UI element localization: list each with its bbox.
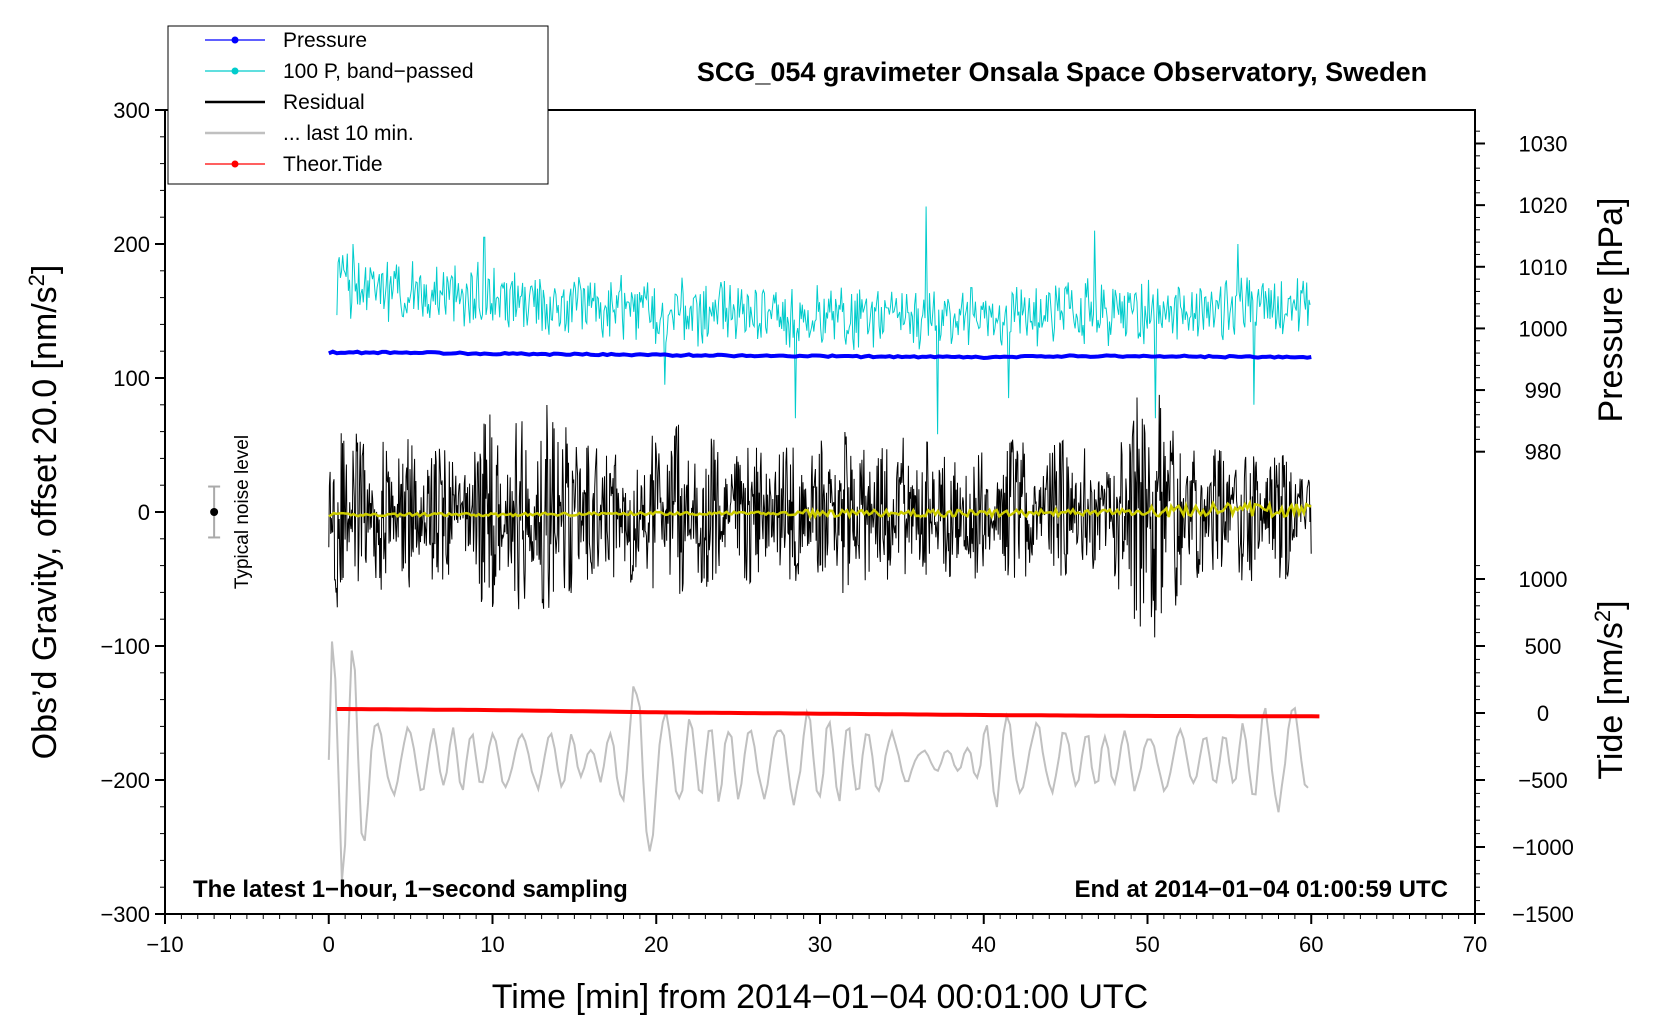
y-axis-tide: −1500 −1000 −500 0 500 1000 — [1475, 565, 1574, 927]
tide-tick-label: −1000 — [1512, 835, 1574, 860]
y-left-tick-label: 100 — [113, 366, 150, 391]
y-axis-left-title-sup: 2 — [24, 274, 49, 286]
x-tick-label: 70 — [1463, 932, 1487, 957]
legend-box — [167, 25, 549, 185]
pressure-tick-label: 1020 — [1519, 193, 1568, 218]
legend-label: 100 P, band−passed — [283, 60, 474, 83]
pressure-tick-label: 1010 — [1519, 255, 1568, 280]
y-axis-tide-title-end: ] — [1592, 600, 1630, 609]
x-tick-label: 30 — [808, 932, 832, 957]
x-tick-label: 50 — [1135, 932, 1159, 957]
legend-label: ... last 10 min. — [283, 122, 414, 145]
y-axis-left-title: Obs’d Gravity, offset 20.0 [nm/s2] — [24, 265, 65, 760]
legend-label: Theor.Tide — [283, 153, 383, 176]
noise-bar-dot — [210, 508, 219, 516]
note-end-time: End at 2014−01−04 01:00:59 UTC — [1074, 876, 1448, 903]
x-tick-label: 0 — [323, 932, 335, 957]
series-layer — [327, 206, 1320, 881]
y-axis-left-title-end: ] — [26, 265, 64, 274]
pressure-tick-label: 1000 — [1519, 316, 1568, 341]
pressure-line — [328, 349, 1312, 361]
pressure-tick-label: 990 — [1525, 378, 1562, 403]
pressure-tick-label: 1030 — [1519, 132, 1568, 157]
x-tick-label: 40 — [972, 932, 996, 957]
x-axis-title: Time [min] from 2014−01−04 00:01:00 UTC — [492, 978, 1148, 1016]
y-axis-tide-title-sup: 2 — [1590, 610, 1615, 622]
x-tick-label: −10 — [146, 932, 183, 957]
noise-level-label: Typical noise level — [232, 435, 253, 589]
y-left-tick-label: −200 — [100, 768, 150, 793]
residual-smoothed-line — [328, 499, 1312, 521]
band-passed-pressure-line — [336, 206, 1311, 435]
legend-label: Residual — [283, 91, 365, 114]
y-axis-left: −300 −200 −100 0 100 200 300 — [100, 98, 165, 927]
tide-tick-label: −1500 — [1512, 902, 1574, 927]
legend-swatch-dot — [231, 36, 239, 44]
residual-last-10min-line — [327, 641, 1309, 881]
tide-tick-label: 0 — [1537, 701, 1549, 726]
noise-level-marker — [208, 485, 221, 539]
residual-line — [328, 394, 1312, 638]
y-axis-pressure-title: Pressure [hPa] — [1592, 198, 1630, 423]
y-left-tick-label: 0 — [138, 500, 150, 525]
tide-tick-label: 1000 — [1519, 567, 1568, 592]
y-left-tick-label: 300 — [113, 98, 150, 123]
chart-title: SCG_054 gravimeter Onsala Space Observat… — [697, 57, 1427, 87]
x-tick-label: 10 — [480, 932, 504, 957]
legend-label: Pressure — [283, 29, 367, 52]
theoretical-tide-line — [336, 707, 1320, 719]
note-sampling: The latest 1−hour, 1−second sampling — [193, 876, 628, 903]
y-left-tick-label: 200 — [113, 232, 150, 257]
legend-swatch-dot — [231, 160, 239, 168]
tide-tick-label: −500 — [1518, 768, 1568, 793]
legend-entries: Pressure 100 P, band−passed Residual ... la… — [205, 29, 474, 176]
y-axis-pressure: 980 990 1000 1010 1020 1030 — [1475, 130, 1568, 465]
x-axis: −10 0 10 20 30 40 50 60 70 — [146, 914, 1487, 957]
tide-tick-label: 500 — [1525, 634, 1562, 659]
y-axis-tide-title-main: Tide [nm/s — [1592, 622, 1630, 779]
pressure-tick-label: 980 — [1525, 440, 1562, 465]
legend: Pressure 100 P, band−passed Residual ... la… — [167, 25, 549, 185]
y-axis-left-title-main: Obs’d Gravity, offset 20.0 [nm/s — [26, 286, 64, 759]
x-tick-label: 20 — [644, 932, 668, 957]
legend-swatch-dot — [231, 67, 239, 75]
x-tick-label: 60 — [1299, 932, 1323, 957]
y-left-tick-label: −100 — [100, 634, 150, 659]
y-left-tick-label: −300 — [100, 902, 150, 927]
y-axis-tide-title: Tide [nm/s2] — [1590, 600, 1631, 779]
